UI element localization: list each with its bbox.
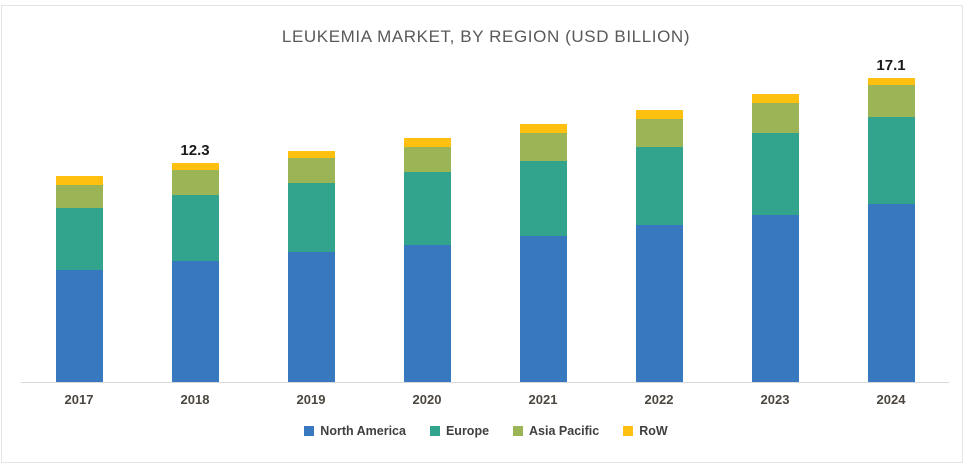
bar-segment-europe-2019 (287, 182, 335, 253)
bar-column-2021 (485, 47, 601, 382)
bar-segment-row-2020 (403, 138, 451, 148)
legend: North America Europe Asia Pacific RoW (0, 424, 972, 438)
legend-label-north-america: North America (320, 424, 406, 438)
legend-swatch-asia-pacific (513, 426, 524, 436)
bar-segment-europe-2023 (751, 132, 799, 215)
x-axis-label-2021: 2021 (528, 392, 558, 407)
bar-segment-north-america-2024 (867, 204, 915, 382)
bar-segment-north-america-2022 (635, 225, 683, 382)
legend-label-europe: Europe (445, 424, 490, 438)
bar-stack-2024 (867, 77, 915, 382)
x-axis-label-2019: 2019 (296, 392, 326, 407)
chart-title: LEUKEMIA MARKET, BY REGION (USD BILLION) (281, 27, 691, 46)
bar-segment-europe-2024 (867, 116, 915, 204)
bar-segment-north-america-2023 (751, 214, 799, 382)
x-axis-label-2024: 2024 (876, 392, 906, 407)
bar-column-2019 (253, 47, 369, 382)
bar-stack-2023 (751, 93, 799, 382)
bar-segment-asia-pacific-2022 (635, 118, 683, 148)
bar-stack-2017 (55, 175, 103, 382)
bar-segment-asia-pacific-2018 (171, 170, 219, 196)
bar-column-2023 (717, 47, 833, 382)
bar-segment-asia-pacific-2019 (287, 157, 335, 183)
bar-segment-asia-pacific-2024 (867, 84, 915, 117)
bar-segment-north-america-2018 (171, 261, 219, 382)
bar-segment-row-2023 (751, 93, 799, 103)
bar-value-label-2024: 17.1 (876, 56, 906, 74)
legend-swatch-row (623, 426, 634, 436)
bar-column-2018: 12.3 (137, 47, 253, 382)
bar-column-2024: 17.1 (833, 47, 949, 382)
bar-column-2017 (21, 47, 137, 382)
bar-column-2020 (369, 47, 485, 382)
bar-segment-asia-pacific-2017 (55, 184, 103, 208)
bar-stack-2022 (635, 109, 683, 382)
bar-segment-europe-2018 (171, 195, 219, 261)
bar-segment-asia-pacific-2021 (519, 132, 567, 162)
legend-item-row: RoW (623, 424, 668, 438)
legend-item-asia-pacific: Asia Pacific (513, 424, 599, 438)
x-axis-label-2023: 2023 (760, 392, 790, 407)
bar-segment-europe-2017 (55, 207, 103, 270)
bar-segment-europe-2022 (635, 147, 683, 226)
bar-column-2022 (601, 47, 717, 382)
bar-segment-row-2021 (519, 123, 567, 133)
x-axis-label-2017: 2017 (64, 392, 94, 407)
bar-segment-europe-2020 (403, 171, 451, 245)
x-axis-labels: 2017 2018 2019 2020 2021 2022 2023 2024 (21, 383, 949, 407)
legend-label-asia-pacific: Asia Pacific (529, 424, 600, 438)
legend-swatch-north-america (304, 426, 315, 436)
bar-stack-2021 (519, 123, 567, 382)
bar-segment-asia-pacific-2023 (751, 102, 799, 133)
bar-value-label-2018: 12.3 (180, 142, 210, 160)
bar-segment-north-america-2019 (287, 252, 335, 382)
bar-segment-row-2018 (171, 163, 219, 171)
bar-segment-north-america-2021 (519, 236, 567, 382)
plot-area: 12.3 17.1 (21, 47, 949, 383)
bar-segment-row-2017 (55, 175, 103, 185)
bar-segment-europe-2021 (519, 161, 567, 236)
bar-segment-north-america-2020 (403, 244, 451, 382)
bar-stack-2020 (403, 138, 451, 382)
x-axis-label-2020: 2020 (412, 392, 442, 407)
bar-segment-row-2024 (867, 77, 915, 85)
legend-swatch-europe (429, 426, 440, 436)
bar-stack-2018 (171, 163, 219, 382)
x-axis-label-2022: 2022 (644, 392, 674, 407)
legend-label-row: RoW (639, 424, 668, 438)
bar-segment-north-america-2017 (55, 269, 103, 382)
x-axis-label-2018: 2018 (180, 392, 210, 407)
bar-segment-row-2022 (635, 109, 683, 119)
bar-segment-row-2019 (287, 150, 335, 158)
bar-segment-asia-pacific-2020 (403, 147, 451, 172)
legend-item-north-america: North America (304, 424, 406, 438)
legend-item-europe: Europe (429, 424, 490, 438)
bar-stack-2019 (287, 150, 335, 382)
